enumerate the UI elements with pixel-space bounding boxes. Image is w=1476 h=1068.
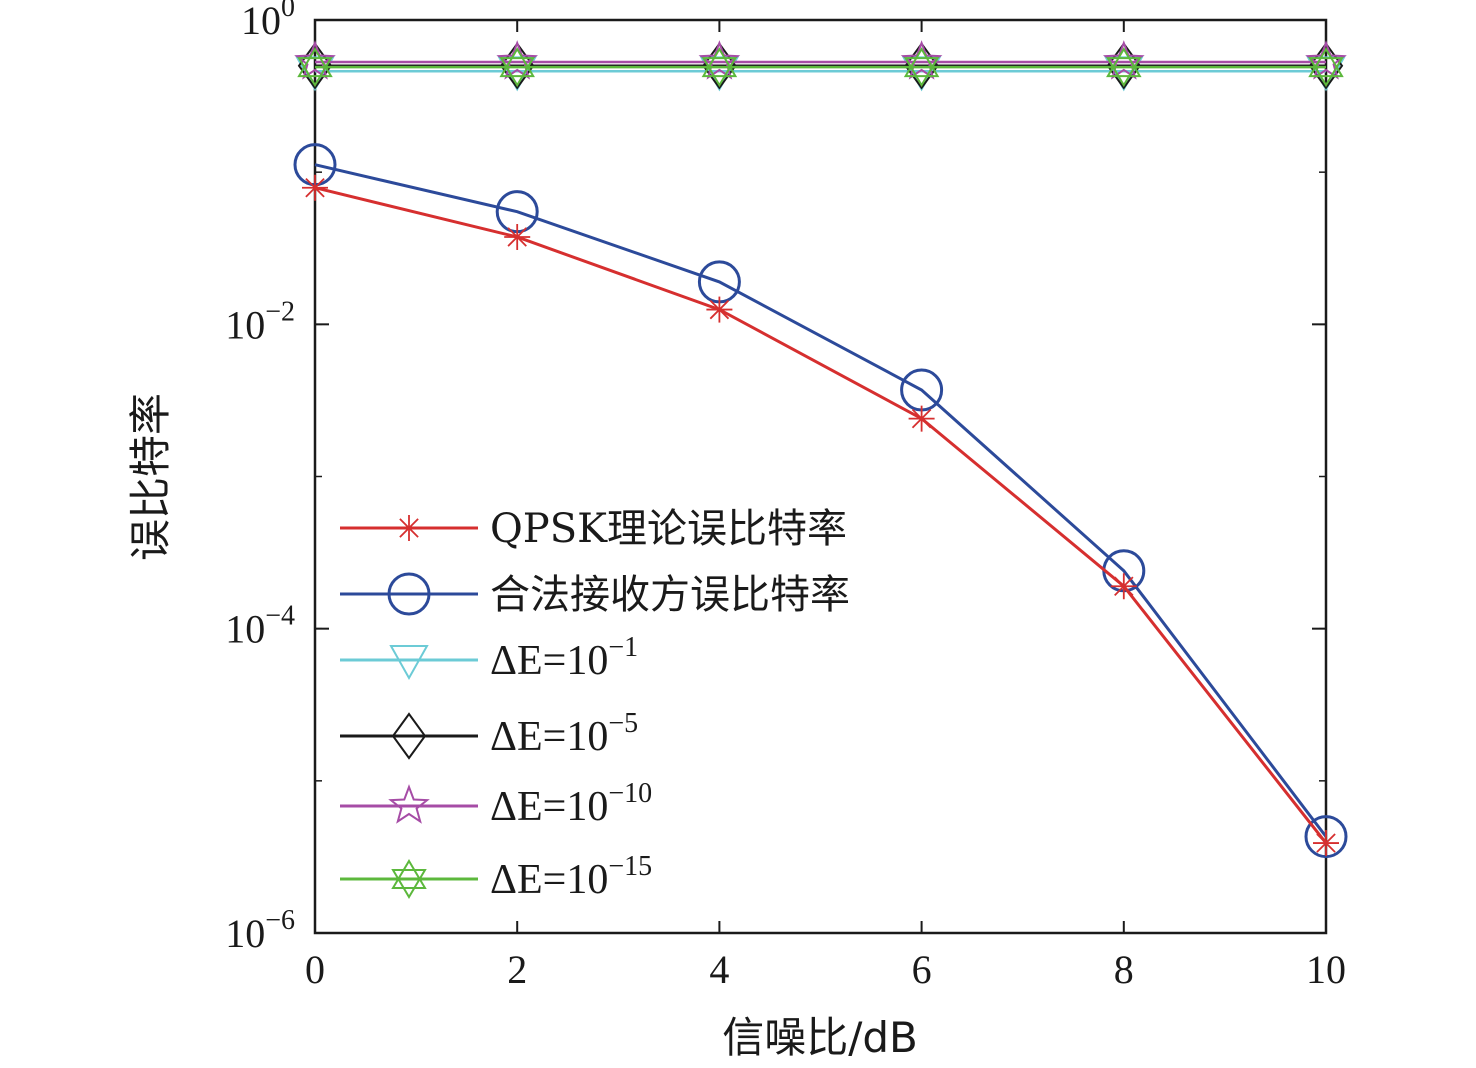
data-point (391, 859, 427, 899)
legend-label: ΔE=10−10 (490, 778, 652, 830)
data-point (706, 296, 733, 323)
series-3 (297, 42, 1344, 90)
data-point (1313, 830, 1339, 857)
series-layer (293, 40, 1348, 859)
legend-label: 合法接收方误比特率 (490, 572, 850, 618)
marker-triangle-down (1106, 57, 1142, 88)
marker-triangle-up (903, 47, 940, 78)
data-point (1304, 815, 1348, 859)
y-axis-label: 误比特率 (126, 393, 175, 561)
series-1 (293, 143, 1348, 859)
legend-label: ΔE=10−15 (490, 851, 652, 903)
marker-triangle-down (499, 57, 535, 88)
y-tick-label: 10−6 (225, 905, 295, 956)
marker-triangle-down (701, 57, 738, 88)
x-tick-label: 10 (1306, 947, 1346, 992)
data-point (297, 47, 333, 88)
legend-label: ΔE=10−5 (490, 708, 638, 760)
legend-label: QPSK理论误比特率 (490, 506, 847, 552)
plot-area (313, 18, 1328, 935)
marker-triangle-up (297, 47, 333, 78)
data-point (903, 47, 940, 88)
data-point (499, 47, 535, 88)
legend-item-1: 合法接收方误比特率 (340, 572, 850, 618)
marker-stroke (1114, 576, 1134, 596)
x-axis-label: 信噪比/dB (722, 1013, 918, 1062)
marker-triangle-up (391, 859, 427, 889)
legend-item-5: ΔE=10−15 (340, 851, 652, 903)
marker-triangle-up (1106, 47, 1142, 78)
marker-stroke (1316, 833, 1336, 853)
marker-stroke (911, 408, 932, 429)
y-tick-label: 10−2 (225, 296, 295, 347)
data-point (900, 40, 943, 80)
data-point (496, 40, 539, 80)
data-point (294, 40, 336, 80)
marker-triangle-down (903, 57, 940, 88)
data-point (391, 712, 427, 760)
marker-stroke (507, 227, 527, 247)
marker-triangle-down (297, 57, 333, 88)
data-point (1308, 47, 1344, 88)
marker-stroke (399, 518, 419, 538)
data-point (908, 405, 935, 432)
series-4 (294, 40, 1347, 80)
series-line (314, 186, 1328, 845)
data-point (302, 174, 328, 201)
series-5 (297, 47, 1344, 88)
data-point (389, 645, 429, 681)
data-point (1305, 40, 1347, 80)
data-point (388, 784, 430, 824)
x-tick-label: 0 (305, 947, 325, 992)
legend-item-3: ΔE=10−5 (340, 708, 638, 760)
marker-triangle-up (1308, 47, 1344, 78)
data-point (504, 223, 531, 250)
x-tick-label: 8 (1114, 947, 1134, 992)
axis-ticks: 0 2 4 6 8 10 100 10−2 10−4 10−6 (225, 0, 1346, 992)
data-point (1106, 47, 1142, 88)
series-0 (302, 174, 1339, 857)
marker-stroke (305, 178, 325, 198)
data-point (1102, 40, 1145, 80)
y-tick-label: 100 (241, 0, 295, 43)
x-tick-label: 2 (507, 947, 527, 992)
data-point (1110, 573, 1137, 600)
legend-item-4: ΔE=10−10 (340, 778, 652, 830)
marker-triangle-down (1308, 57, 1344, 88)
data-point (396, 515, 422, 541)
marker-triangle-down (391, 869, 427, 899)
marker-stroke (709, 299, 730, 320)
data-point (698, 40, 741, 80)
x-tick-label: 6 (912, 947, 932, 992)
legend-item-2: ΔE=10−1 (340, 632, 638, 684)
y-tick-label: 10−4 (225, 601, 295, 652)
plot-frame (313, 18, 1328, 935)
data-point (701, 47, 738, 88)
marker-triangle-up (499, 47, 535, 78)
data-point (387, 572, 431, 616)
marker-triangle-up (701, 47, 738, 78)
x-tick-label: 4 (709, 947, 729, 992)
legend-label: ΔE=10−1 (490, 632, 638, 684)
legend-item-0: QPSK理论误比特率 (340, 506, 847, 552)
series-line (314, 163, 1328, 838)
